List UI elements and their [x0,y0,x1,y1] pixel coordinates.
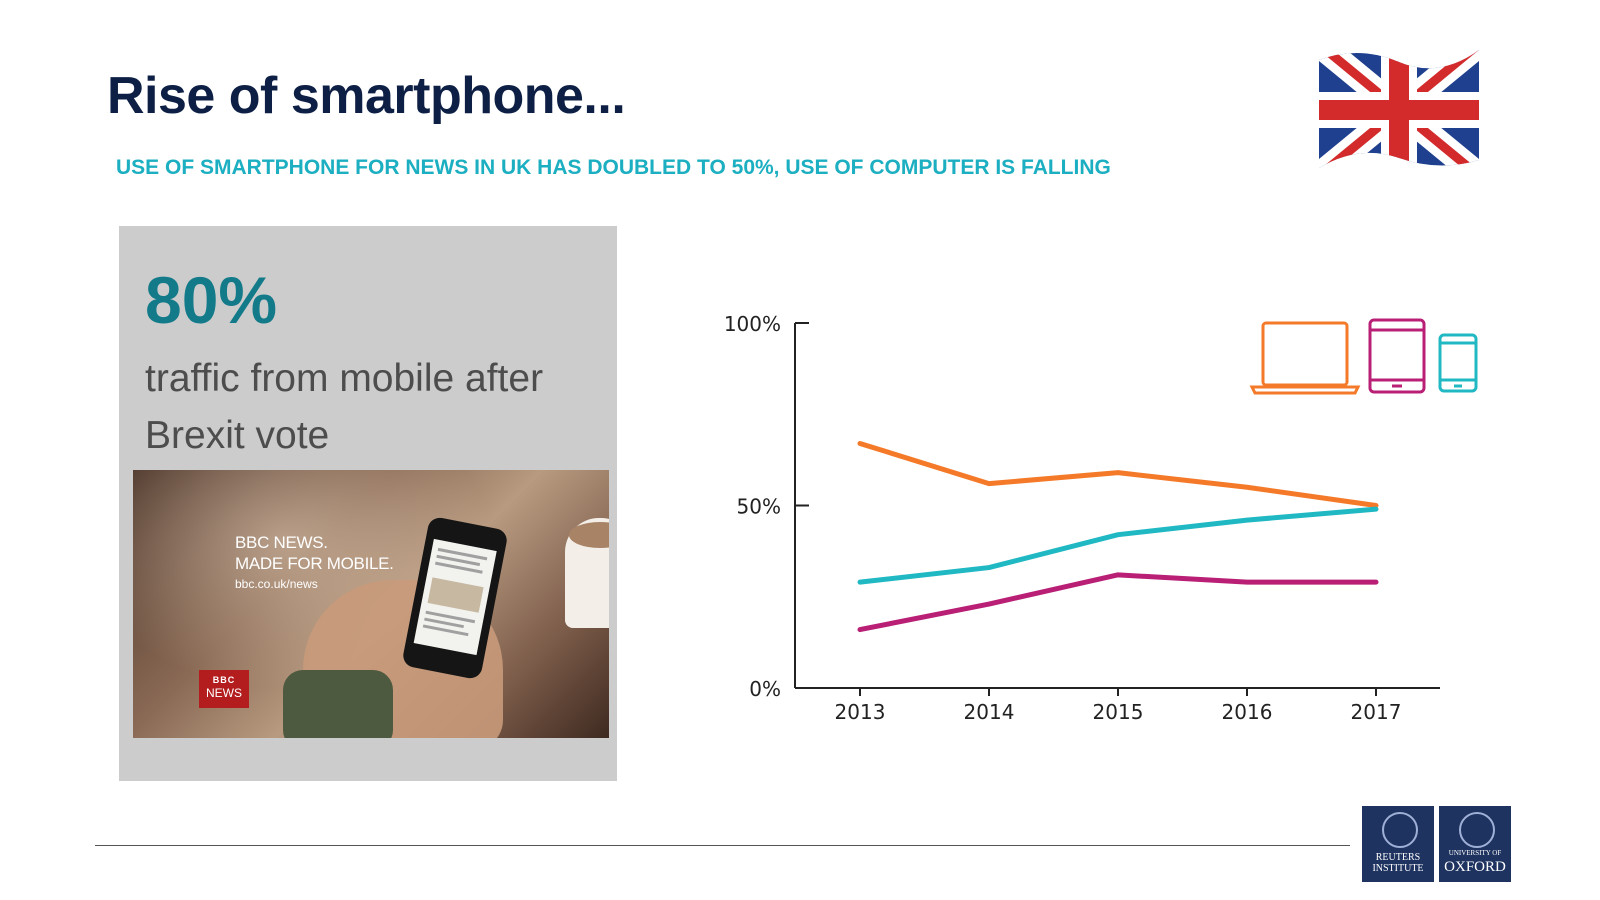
device-usage-chart: 0% 50% 100% 2013 2014 2015 2016 2017 [724,312,1478,724]
laptop-icon [1249,321,1361,395]
photo-headline-line-2: MADE FOR MOBILE. [235,554,394,573]
oxford-logo-small-text: UNIVERSITY OF [1448,849,1502,857]
x-tick-label: 2013 [835,700,886,724]
stat-panel: 80% traffic from mobile after Brexit vot… [119,226,617,781]
series-line-tablet [857,572,1379,633]
smartphone-icon [1438,333,1478,393]
sleeve [283,670,393,738]
chart-axes: 0% 50% 100% 2013 2014 2015 2016 2017 [724,312,1440,724]
photo-headline-line-1: BBC NEWS. [235,533,328,552]
x-tick-label: 2015 [1093,700,1144,724]
series-line-smartphone [857,506,1379,585]
x-tick-label: 2014 [964,700,1015,724]
y-tick-label: 50% [737,495,781,519]
page-title: Rise of smartphone... [107,67,626,125]
page-subtitle: USE OF SMARTPHONE FOR NEWS IN UK HAS DOU… [116,156,1111,179]
uk-flag-icon [1319,50,1479,168]
oxford-university-logo: UNIVERSITY OF OXFORD [1439,806,1511,882]
oxford-logo-large-text: OXFORD [1444,859,1506,875]
bbc-badge-blocks: BBC [212,675,236,685]
footer-divider [95,845,1350,846]
chart-series [857,440,1379,633]
chart-legend [1249,318,1478,395]
series-line-laptop [857,440,1379,508]
reuters-logo-text: REUTERS INSTITUTE [1372,852,1424,874]
reuters-globe-icon [1382,812,1418,848]
photo-url: bbc.co.uk/news [235,577,318,591]
y-tick-label: 0% [749,677,781,701]
tablet-icon [1368,318,1426,394]
stat-value: 80% [145,263,278,337]
photo-headline: BBC NEWS. MADE FOR MOBILE. [235,532,394,574]
x-tick-label: 2017 [1351,700,1402,724]
bbc-badge-text: NEWS [206,686,242,700]
x-tick-label: 2016 [1222,700,1273,724]
bbc-news-logo: BBC NEWS [199,670,249,708]
oxford-crest-icon [1459,812,1495,848]
bbc-news-photo: BBC NEWS. MADE FOR MOBILE. bbc.co.uk/new… [133,470,609,738]
coffee-mug [565,518,609,628]
reuters-institute-logo: REUTERS INSTITUTE [1362,806,1434,882]
stat-description: traffic from mobile after Brexit vote [145,357,544,457]
y-tick-label: 100% [724,312,781,336]
